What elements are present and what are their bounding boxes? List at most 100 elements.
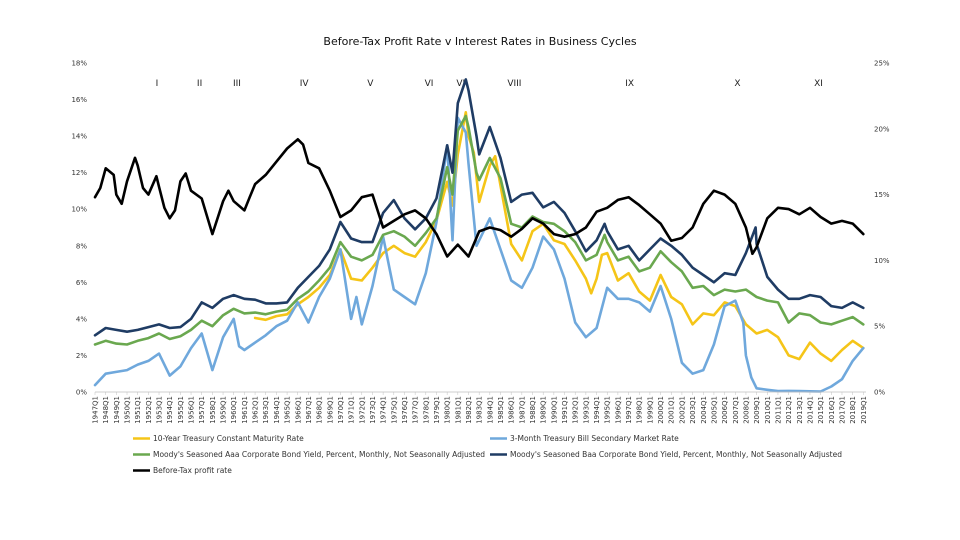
x-tick-label: 2013Q1 (796, 396, 804, 424)
x-tick-label: 2003Q1 (689, 396, 697, 424)
legend-label: Before-Tax profit rate (153, 466, 232, 475)
cycle-label: III (233, 79, 241, 89)
x-tick-label: 1993Q1 (582, 396, 590, 424)
x-tick-label: 1952Q1 (145, 396, 153, 424)
x-tick-label: 1956Q1 (188, 396, 196, 424)
x-tick-label: 1957Q1 (198, 396, 206, 424)
x-tick-label: 1961Q1 (241, 396, 249, 424)
x-tick-label: 2015Q1 (817, 396, 825, 424)
x-tick-label: 1970Q1 (337, 396, 345, 424)
x-tick-label: 1967Q1 (305, 396, 313, 424)
x-tick-label: 2012Q1 (785, 396, 793, 424)
x-tick-label: 1984Q1 (486, 396, 494, 424)
x-tick-label: 1971Q1 (348, 396, 356, 424)
x-tick-label: 2006Q1 (721, 396, 729, 424)
x-tick-label: 2017Q1 (838, 396, 846, 424)
left-y-tick-label: 8% (76, 242, 87, 250)
right-y-tick-label: 0% (874, 389, 885, 397)
right-y-tick-label: 15% (874, 191, 890, 199)
x-tick-label: 1964Q1 (273, 396, 281, 424)
x-tick-label: 1951Q1 (134, 396, 142, 424)
x-tick-label: 1966Q1 (294, 396, 302, 424)
x-tick-label: 1969Q1 (326, 396, 334, 424)
x-tick-label: 1972Q1 (358, 396, 366, 424)
x-tick-label: 1985Q1 (497, 396, 505, 424)
series-line (93, 138, 865, 258)
x-tick-label: 1978Q1 (422, 396, 430, 424)
series-line (93, 114, 865, 346)
x-tick-label: 1959Q1 (220, 396, 228, 424)
legend-label: 3-Month Treasury Bill Secondary Market R… (510, 434, 679, 443)
x-tick-label: 1950Q1 (124, 396, 132, 424)
x-tick-label: 1991Q1 (561, 396, 569, 424)
x-tick-label: 1995Q1 (604, 396, 612, 424)
x-tick-label: 1998Q1 (636, 396, 644, 424)
series-line (93, 78, 865, 337)
business-cycle-labels: I II III IV V VI VII VIII IX X XI (156, 79, 823, 89)
x-tick-label: 1980Q1 (444, 396, 452, 424)
x-tick-label: 1997Q1 (625, 396, 633, 424)
x-tick-label: 2005Q1 (710, 396, 718, 424)
x-tick-label: 2001Q1 (668, 396, 676, 424)
x-tick-label: 2007Q1 (732, 396, 740, 424)
x-tick-label: 1976Q1 (401, 396, 409, 424)
x-tick-label: 1947Q1 (92, 396, 100, 424)
x-tick-label: 1988Q1 (529, 396, 537, 424)
x-tick-label: 1954Q1 (166, 396, 174, 424)
cycle-label: I (156, 79, 159, 89)
x-axis: 1947Q1 1948Q1 1949Q1 1950Q1 1951Q1 1952Q1 1953… (92, 391, 868, 424)
x-tick-label: 1990Q1 (550, 396, 558, 424)
legend-label: Moody's Seasoned Baa Corporate Bond Yiel… (510, 450, 842, 459)
x-tick-label: 1955Q1 (177, 396, 185, 424)
x-tick-label: 1965Q1 (284, 396, 292, 424)
x-tick-label: 1977Q1 (412, 396, 420, 424)
x-tick-label: 1974Q1 (380, 396, 388, 424)
left-y-tick-label: 18% (71, 60, 87, 68)
series-line (253, 111, 865, 363)
x-tick-label: 2000Q1 (657, 396, 665, 424)
x-tick-label: 1987Q1 (518, 396, 526, 424)
x-tick-label: 1958Q1 (209, 396, 217, 424)
cycle-label: VIII (507, 79, 521, 89)
x-tick-label: 2008Q1 (742, 396, 750, 424)
x-tick-label: 2011Q1 (774, 396, 782, 424)
x-tick-label: 1979Q1 (433, 396, 441, 424)
left-y-axis: 0% 2% 4% 6% 8% 10% 12% 14% 16% 18% (71, 60, 87, 397)
x-tick-label: 2018Q1 (849, 396, 857, 424)
left-y-tick-label: 14% (71, 133, 87, 141)
x-tick-label: 1949Q1 (113, 396, 121, 424)
cycle-label: II (197, 79, 202, 89)
series-line (93, 116, 865, 393)
x-tick-label: 1989Q1 (540, 396, 548, 424)
cycle-label: IV (300, 79, 310, 89)
x-tick-label: 1948Q1 (102, 396, 110, 424)
x-tick-label: 1992Q1 (572, 396, 580, 424)
right-y-tick-label: 25% (874, 60, 890, 68)
x-tick-label: 1968Q1 (316, 396, 324, 424)
x-tick-label: 2009Q1 (753, 396, 761, 424)
right-y-tick-label: 10% (874, 257, 890, 265)
right-y-tick-label: 5% (874, 323, 885, 331)
x-tick-label: 1981Q1 (454, 396, 462, 424)
x-tick-label: 1963Q1 (262, 396, 270, 424)
left-y-tick-label: 2% (76, 352, 87, 360)
x-tick-label: 2014Q1 (806, 396, 814, 424)
x-tick-label: 1983Q1 (476, 396, 484, 424)
left-y-tick-label: 0% (76, 389, 87, 397)
x-tick-label: 2019Q1 (860, 396, 868, 424)
x-tick-label: 1986Q1 (508, 396, 516, 424)
left-y-tick-label: 4% (76, 315, 87, 323)
x-tick-label: 2016Q1 (828, 396, 836, 424)
cycle-label: VII (456, 79, 467, 89)
cycle-label: V (367, 79, 374, 89)
x-tick-label: 1982Q1 (465, 396, 473, 424)
x-tick-label: 1960Q1 (230, 396, 238, 424)
cycle-label: XI (814, 79, 823, 89)
x-tick-label: 2002Q1 (678, 396, 686, 424)
legend: 10-Year Treasury Constant Maturity Rate 3… (133, 434, 842, 475)
x-tick-label: 2010Q1 (764, 396, 772, 424)
series-lines (93, 78, 865, 393)
cycle-label: X (734, 79, 740, 89)
x-tick-label: 1953Q1 (156, 396, 164, 424)
